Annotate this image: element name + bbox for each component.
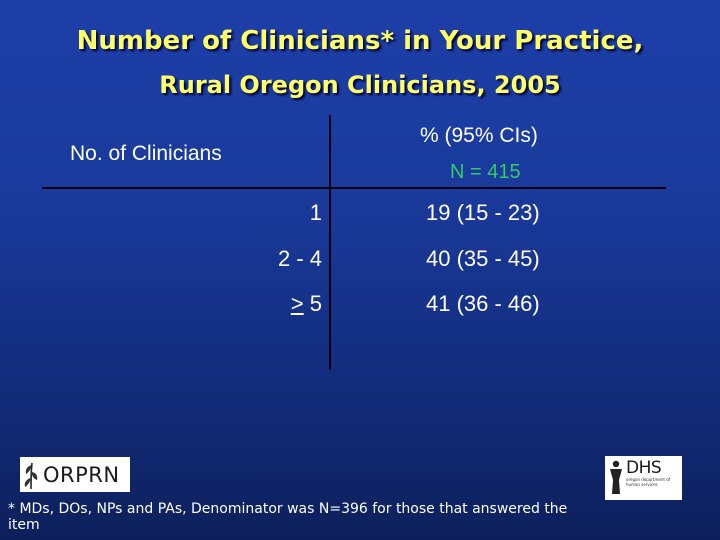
footnote: * MDs, DOs, NPs and PAs, Denominator was… bbox=[8, 501, 568, 533]
orprn-logo: ORPRN bbox=[20, 457, 130, 492]
slide-title: Number of Clinicians* in Your Practice, bbox=[76, 26, 644, 56]
row-3-count: > 5 bbox=[291, 291, 322, 317]
greater-equal-symbol: > bbox=[290, 291, 304, 316]
table-horizontal-divider bbox=[42, 187, 666, 189]
row-3-count-value: 5 bbox=[309, 291, 322, 316]
sample-size-label: N = 415 bbox=[450, 161, 521, 183]
row-2-count: 2 - 4 bbox=[277, 246, 322, 271]
person-icon bbox=[610, 460, 622, 494]
dhs-logo-subtext: oregon department of human services bbox=[626, 477, 671, 487]
row-2-percent: 40 (35 - 45) bbox=[426, 246, 540, 271]
column-header-percent: % (95% CIs) bbox=[420, 124, 538, 147]
row-1-count: 1 bbox=[309, 200, 322, 225]
table-vertical-divider bbox=[329, 115, 331, 370]
dhs-logo: DHS oregon department of human services bbox=[605, 456, 682, 500]
dhs-logo-text: DHS bbox=[626, 458, 662, 478]
orprn-logo-text: ORPRN bbox=[43, 462, 120, 487]
slide-subtitle: Rural Oregon Clinicians, 2005 bbox=[159, 71, 561, 99]
row-3-percent: 41 (36 - 46) bbox=[426, 291, 540, 316]
leaf-icon bbox=[24, 462, 38, 489]
column-header-clinicians: No. of Clinicians bbox=[70, 142, 222, 165]
row-1-percent: 19 (15 - 23) bbox=[426, 200, 540, 225]
